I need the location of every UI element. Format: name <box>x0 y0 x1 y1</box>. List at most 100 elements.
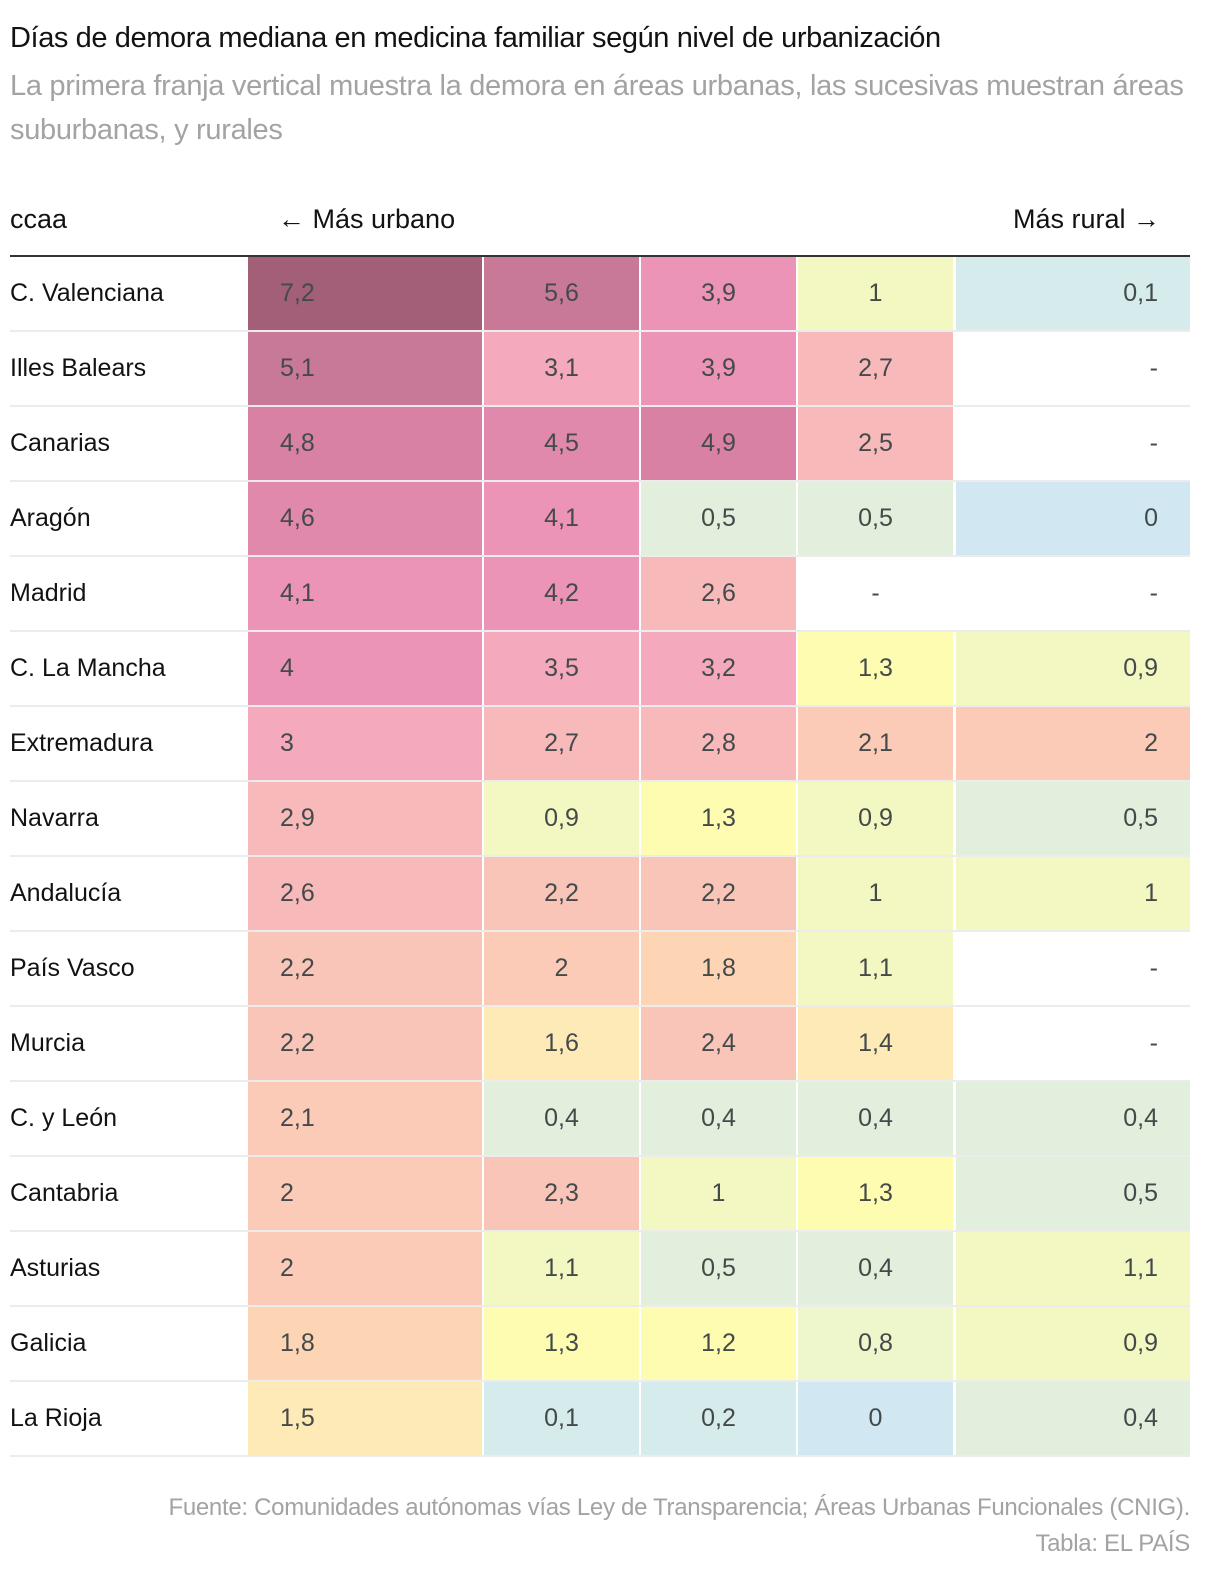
row-divider <box>10 1230 1190 1232</box>
heatmap-cell: 1,3 <box>484 1307 639 1381</box>
row-divider <box>10 1155 1190 1157</box>
table-row: C. La Mancha 4 3,5 3,2 1,3 0,9 <box>0 632 1200 707</box>
heatmap-cell: 2,8 <box>641 707 796 781</box>
table-row: Navarra 2,9 0,9 1,3 0,9 0,5 <box>0 782 1200 857</box>
heatmap-cell: 2,9 <box>248 782 482 856</box>
heatmap-cell: 1,1 <box>798 932 953 1006</box>
row-label-ccaa: Andalucía <box>10 879 122 907</box>
heatmap-cell: 1,3 <box>641 782 796 856</box>
heatmap-cell: 0,1 <box>956 257 1190 331</box>
heatmap-cell: 1,2 <box>641 1307 796 1381</box>
row-label-ccaa: La Rioja <box>10 1404 102 1432</box>
heatmap-cell: 2,1 <box>248 1082 482 1156</box>
heatmap-cell: 0,5 <box>956 1157 1190 1231</box>
table-row: Cantabria 2 2,3 1 1,3 0,5 <box>0 1157 1200 1232</box>
heatmap-cell: 2,2 <box>641 857 796 931</box>
row-divider <box>10 1455 1190 1457</box>
column-header-more-urban: ← Más urbano <box>278 204 456 234</box>
heatmap-cell: 4,6 <box>248 482 482 556</box>
heatmap-cell: - <box>1149 954 1158 982</box>
heatmap-cell: 0,9 <box>956 1307 1190 1381</box>
heatmap-cell: 4,1 <box>248 557 482 631</box>
heatmap-cell: 4,5 <box>484 407 639 481</box>
heatmap-cell: 7,2 <box>248 257 482 331</box>
table-row: Murcia 2,2 1,6 2,4 1,4 - <box>0 1007 1200 1082</box>
table-header: ccaa ← Más urbano Más rural → <box>0 196 1200 252</box>
heatmap-cell: 0,4 <box>956 1082 1190 1156</box>
heatmap-cell: 2 <box>956 707 1190 781</box>
heatmap-cell: 0,5 <box>641 1232 796 1306</box>
row-label-ccaa: C. Valenciana <box>10 279 164 307</box>
heatmap-cell: 2 <box>484 932 639 1006</box>
row-label-ccaa: Murcia <box>10 1029 86 1057</box>
credit-text: Tabla: EL PAÍS <box>1035 1530 1190 1557</box>
table-row: Andalucía 2,6 2,2 2,2 1 1 <box>0 857 1200 932</box>
heatmap-cell: 3,9 <box>641 257 796 331</box>
heatmap-cell: 1 <box>641 1157 796 1231</box>
table-row: C. y León 2,1 0,4 0,4 0,4 0,4 <box>0 1082 1200 1157</box>
heatmap-cell: 2,7 <box>484 707 639 781</box>
heatmap-cell: 1 <box>956 857 1190 931</box>
heatmap-cell: 1,6 <box>484 1007 639 1081</box>
row-label-ccaa: Asturias <box>10 1254 101 1282</box>
heatmap-cell: 3,5 <box>484 632 639 706</box>
heatmap-cell: - <box>1149 354 1158 382</box>
heatmap-cell: 2,6 <box>248 857 482 931</box>
row-label-ccaa: C. La Mancha <box>10 654 166 682</box>
heatmap-cell: 1,8 <box>641 932 796 1006</box>
heatmap-cell: 1,5 <box>248 1382 482 1456</box>
heatmap-cell: 1,4 <box>798 1007 953 1081</box>
row-divider <box>10 1005 1190 1007</box>
row-divider <box>10 480 1190 482</box>
heatmap-cell: 4 <box>248 632 482 706</box>
heatmap-cell: 0,2 <box>641 1382 796 1456</box>
heatmap-cell: 4,2 <box>484 557 639 631</box>
heatmap-cell: 0,9 <box>956 632 1190 706</box>
heatmap-cell: 2,1 <box>798 707 953 781</box>
table-row: Illes Balears 5,1 3,1 3,9 2,7 - <box>0 332 1200 407</box>
heatmap-cell: 2,5 <box>798 407 953 481</box>
heatmap-cell: 4,9 <box>641 407 796 481</box>
chart-title: Días de demora mediana en medicina famil… <box>10 22 941 54</box>
heatmap-table: C. Valenciana 7,2 5,6 3,9 1 0,1 Illes Balears 5… <box>0 257 1200 1457</box>
table-row: La Rioja 1,5 0,1 0,2 0 0,4 <box>0 1382 1200 1457</box>
heatmap-cell: 5,1 <box>248 332 482 406</box>
row-divider <box>10 330 1190 332</box>
heatmap-cell: 1,1 <box>956 1232 1190 1306</box>
heatmap-cell: 2,2 <box>248 932 482 1006</box>
row-divider <box>10 405 1190 407</box>
heatmap-cell: 0,5 <box>798 482 953 556</box>
row-label-ccaa: Cantabria <box>10 1179 119 1207</box>
table-row: Asturias 2 1,1 0,5 0,4 1,1 <box>0 1232 1200 1307</box>
heatmap-cell: 0 <box>798 1382 953 1456</box>
heatmap-cell: 1 <box>798 857 953 931</box>
heatmap-cell: 2 <box>248 1232 482 1306</box>
heatmap-cell: 1,1 <box>484 1232 639 1306</box>
heatmap-cell: 0,4 <box>798 1232 953 1306</box>
heatmap-cell: 2,2 <box>484 857 639 931</box>
row-label-ccaa: Madrid <box>10 579 87 607</box>
heatmap-cell: 3,1 <box>484 332 639 406</box>
heatmap-cell: 1,8 <box>248 1307 482 1381</box>
row-divider <box>10 930 1190 932</box>
source-note: Fuente: Comunidades autónomas vías Ley d… <box>168 1490 1190 1562</box>
table-row: Extremadura 3 2,7 2,8 2,1 2 <box>0 707 1200 782</box>
heatmap-cell: - <box>871 579 880 607</box>
row-divider <box>10 1380 1190 1382</box>
heatmap-cell: 0,8 <box>798 1307 953 1381</box>
heatmap-cell: 2,2 <box>248 1007 482 1081</box>
heatmap-cell: 0 <box>956 482 1190 556</box>
heatmap-cell: 0,1 <box>484 1382 639 1456</box>
heatmap-cell: - <box>1149 429 1158 457</box>
row-label-ccaa: C. y León <box>10 1104 118 1132</box>
heatmap-cell: 5,6 <box>484 257 639 331</box>
table-row: País Vasco 2,2 2 1,8 1,1 - <box>0 932 1200 1007</box>
column-header-more-rural: Más rural → <box>1012 204 1160 234</box>
row-label-ccaa: Galicia <box>10 1329 87 1357</box>
table-row: Galicia 1,8 1,3 1,2 0,8 0,9 <box>0 1307 1200 1382</box>
heatmap-cell: 1 <box>798 257 953 331</box>
row-label-ccaa: Navarra <box>10 804 99 832</box>
column-header-ccaa: ccaa <box>10 204 68 234</box>
heatmap-cell: 3,9 <box>641 332 796 406</box>
row-divider <box>10 855 1190 857</box>
